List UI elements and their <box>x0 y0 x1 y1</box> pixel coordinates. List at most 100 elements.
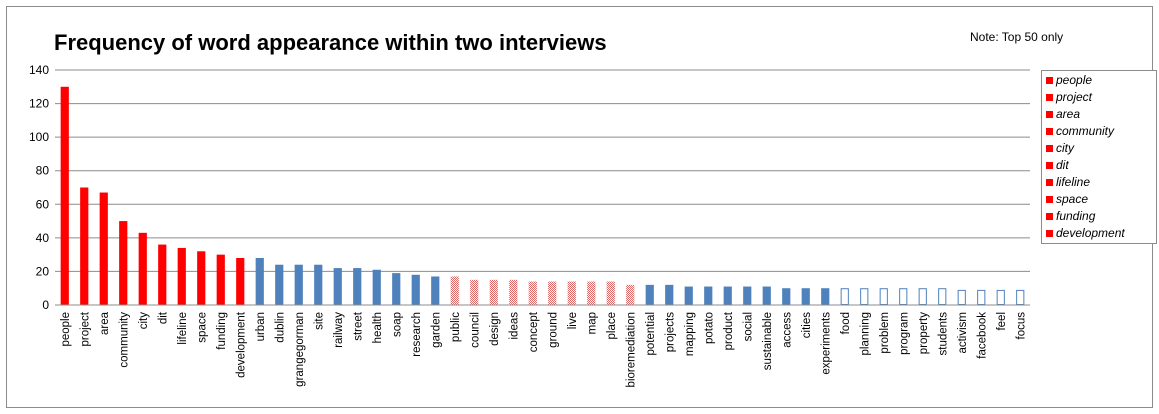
x-tick-label: experiments <box>820 312 832 375</box>
bar-live <box>567 281 576 305</box>
bar-feel <box>996 289 1005 305</box>
x-tick-label: projects <box>664 312 676 353</box>
bar-social <box>743 286 752 305</box>
bar-health <box>372 269 381 305</box>
x-tick-label: space <box>196 312 208 343</box>
legend-label: development <box>1056 226 1125 240</box>
chart-note: Note: Top 50 only <box>970 30 1064 44</box>
x-tick-label: planning <box>859 312 871 355</box>
chart-frame <box>6 6 1153 408</box>
bar-funding <box>216 254 225 305</box>
bar-railway <box>333 268 342 305</box>
legend-swatch <box>1046 162 1053 169</box>
x-tick-label: development <box>235 311 247 378</box>
bar-potential <box>645 284 654 305</box>
x-tick-label: live <box>567 312 579 329</box>
legend-swatch <box>1046 230 1053 237</box>
x-tick-label: map <box>586 312 598 334</box>
x-tick-label: health <box>372 312 384 343</box>
legend-item-dit: dit <box>1046 157 1156 174</box>
bar-development <box>236 258 245 305</box>
legend-label: dit <box>1056 158 1069 172</box>
x-tick-label: concept <box>528 311 540 352</box>
bar-garden <box>431 276 440 305</box>
bar-design <box>489 279 498 305</box>
x-tick-label: street <box>352 311 364 341</box>
x-tick-label: urban <box>255 312 267 341</box>
x-tick-label: sustainable <box>762 312 774 370</box>
bar-dublin <box>275 264 284 305</box>
chart-title: Frequency of word appearance within two … <box>54 30 607 55</box>
y-tick-label: 0 <box>42 298 49 312</box>
x-tick-label: lifeline <box>177 312 189 345</box>
bar-research <box>411 274 420 305</box>
legend: people project area community city dit lifelin… <box>1041 70 1157 244</box>
bar-area <box>99 192 108 305</box>
bar-projects <box>665 284 674 305</box>
x-tick-label: facebook <box>976 312 988 359</box>
bar-lifeline <box>177 247 186 305</box>
legend-swatch <box>1046 213 1053 220</box>
bar-facebook <box>977 289 986 305</box>
legend-swatch <box>1046 128 1053 135</box>
y-tick-label: 40 <box>36 231 50 245</box>
x-tick-label: students <box>937 312 949 356</box>
legend-item-lifeline: lifeline <box>1046 174 1156 191</box>
x-tick-label: project <box>79 311 91 346</box>
bar-bioremediation <box>626 284 635 305</box>
x-tick-label: place <box>606 312 618 340</box>
legend-label: people <box>1056 73 1093 87</box>
x-tick-label: ideas <box>508 312 520 340</box>
legend-label: area <box>1056 107 1081 121</box>
legend-label: city <box>1056 141 1074 155</box>
x-tick-label: activism <box>957 312 969 354</box>
bar-city <box>138 232 147 305</box>
bar-council <box>470 279 479 305</box>
x-tick-label: dublin <box>274 312 286 343</box>
legend-swatch <box>1046 179 1053 186</box>
legend-item-project: project <box>1046 89 1156 106</box>
legend-swatch <box>1046 196 1053 203</box>
bar-ideas <box>509 279 518 305</box>
x-tick-label: public <box>450 312 462 342</box>
x-tick-label: research <box>411 312 423 357</box>
legend-label: space <box>1056 192 1089 206</box>
bar-concept <box>528 281 537 305</box>
x-tick-label: area <box>99 311 111 335</box>
bar-place <box>606 281 615 305</box>
x-tick-label: access <box>781 312 793 348</box>
bar-soap <box>392 273 401 305</box>
legend-item-funding: funding <box>1046 208 1156 225</box>
x-tick-label: grangegorman <box>294 312 306 387</box>
bar-food <box>840 288 849 306</box>
x-tick-label: potato <box>703 312 715 344</box>
bar-access <box>782 288 791 305</box>
x-tick-label: dit <box>157 311 169 324</box>
x-tick-label: soap <box>391 312 403 337</box>
legend-item-city: city <box>1046 140 1156 157</box>
x-tick-label: cities <box>801 312 813 338</box>
x-tick-label: social <box>742 312 754 341</box>
y-tick-label: 100 <box>29 130 49 144</box>
bar-urban <box>255 258 264 305</box>
legend-item-people: people <box>1046 72 1156 89</box>
y-axis-ticks: 0 20 40 60 80 100 120 140 <box>29 63 49 312</box>
x-tick-label: council <box>469 312 481 348</box>
x-tick-label: mapping <box>684 312 696 356</box>
legend-swatch <box>1046 145 1053 152</box>
y-tick-label: 80 <box>36 164 50 178</box>
legend-label: funding <box>1056 209 1096 223</box>
bar-property <box>918 288 927 306</box>
bar-students <box>938 288 947 306</box>
bar-cities <box>801 288 810 305</box>
legend-swatch <box>1046 77 1053 84</box>
bar-map <box>587 281 596 305</box>
legend-item-area: area <box>1046 106 1156 123</box>
legend-swatch <box>1046 94 1053 101</box>
bar-problem <box>879 288 888 306</box>
y-tick-label: 60 <box>36 197 50 211</box>
bar-public <box>450 276 459 305</box>
x-tick-label: food <box>840 312 852 334</box>
x-tick-label: railway <box>333 312 345 348</box>
bar-space <box>197 251 206 305</box>
